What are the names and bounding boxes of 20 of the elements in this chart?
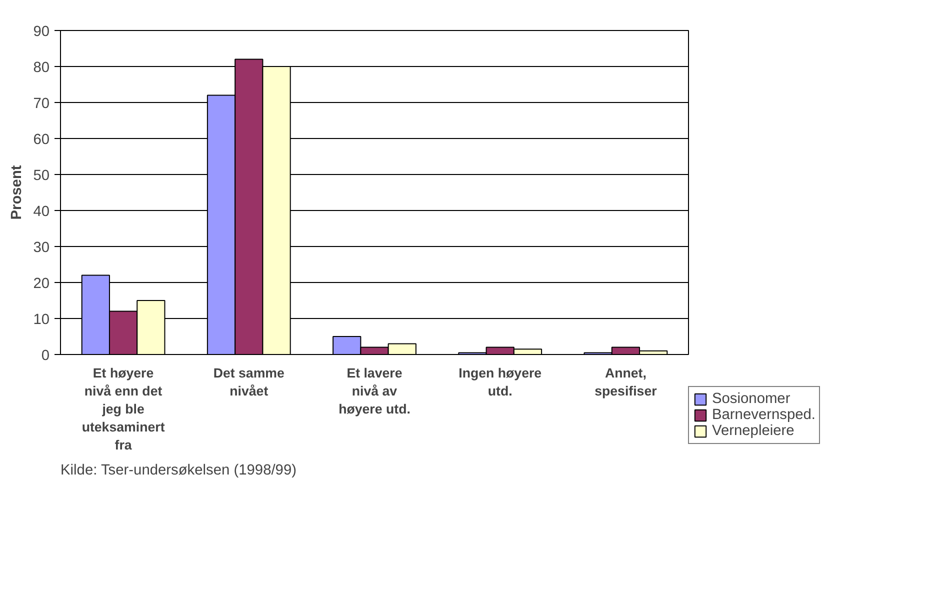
legend-label: Sosionomer xyxy=(712,391,790,407)
text: Kilde: Tser-undersøkelsen (1998/99) xyxy=(60,462,296,478)
y-tick-label: 50 xyxy=(33,168,50,184)
legend-label: Vernepleiere xyxy=(712,423,794,439)
x-tick-label: Et lavere nivå av høyere utd. xyxy=(338,366,410,416)
x-tick-label: Det samme nivået xyxy=(213,366,284,398)
x-tick-label: Et høyere nivå enn det jeg ble uteksaminert fra xyxy=(82,366,166,452)
y-tick-label: 80 xyxy=(33,60,50,76)
x-tick-label: Ingen høyere utd. xyxy=(458,366,542,398)
y-tick-label: 10 xyxy=(33,312,50,328)
legend-label: Barnevernsped. xyxy=(712,407,816,423)
y-tick-label: 0 xyxy=(41,348,50,364)
y-tick-label: 90 xyxy=(33,24,50,40)
y-axis-title: Prosent xyxy=(9,165,26,220)
y-tick-label: 60 xyxy=(33,132,50,148)
y-tick-label: 40 xyxy=(33,204,50,220)
x-tick-label: Annet, spesifiser xyxy=(594,366,657,398)
y-tick-label: 30 xyxy=(33,240,50,256)
y-tick-label: 20 xyxy=(33,276,50,292)
y-tick-label: 70 xyxy=(33,96,50,112)
